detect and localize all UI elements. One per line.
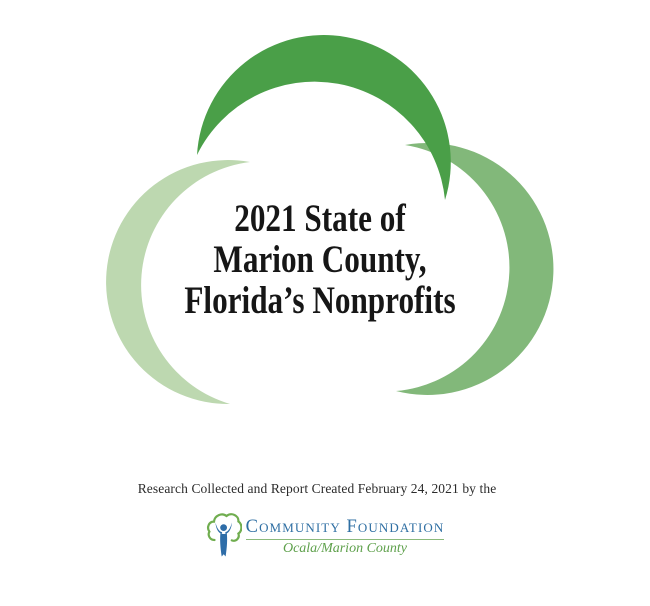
tree-canopy-outline: [206, 513, 243, 542]
credit-line: Research Collected and Report Created Fe…: [137, 481, 497, 496]
report-title-line3: Florida’s Nonprofits: [184, 279, 456, 322]
report-title: 2021 State of Marion County, Florida’s N…: [56, 198, 584, 321]
community-foundation-logo: Community Foundation Ocala/Marion County: [0, 509, 650, 562]
report-title-line2: Marion County,: [213, 238, 427, 281]
logo-tagline: Ocala/Marion County: [282, 541, 408, 556]
tree-person-figure: [215, 522, 232, 557]
logo-text-block: Community Foundation Ocala/Marion County: [245, 509, 445, 557]
emblem-top-arc-shape: [197, 35, 451, 201]
tree-person-icon: [206, 509, 243, 562]
emblem-left-arc-shape: [106, 160, 251, 405]
logo-name: Community Foundation: [245, 517, 445, 540]
emblem-right-arc-shape: [396, 142, 554, 395]
report-title-line1: 2021 State of: [234, 197, 406, 240]
